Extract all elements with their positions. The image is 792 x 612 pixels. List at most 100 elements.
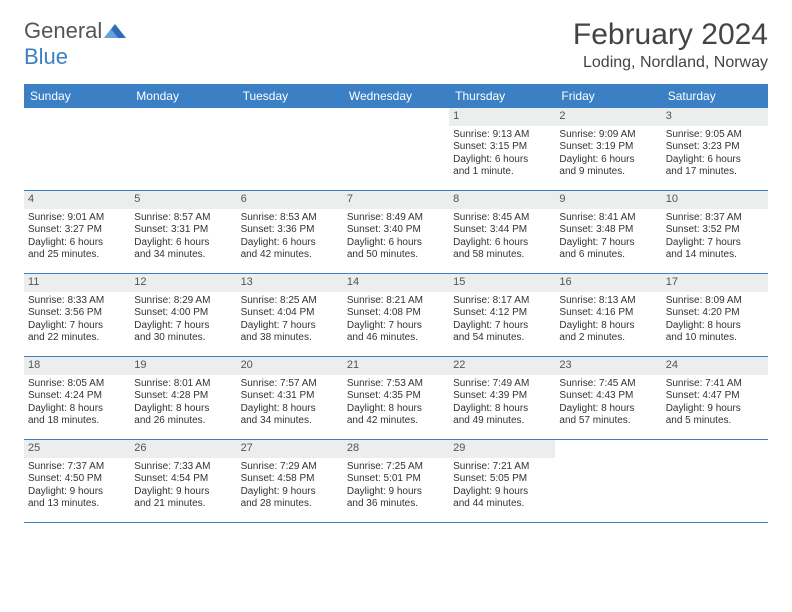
daylight-line-1: Daylight: 8 hours (241, 403, 339, 416)
daylight-line-1: Daylight: 7 hours (559, 237, 657, 250)
sunrise-line: Sunrise: 7:33 AM (134, 461, 232, 474)
daylight-line-2: and 34 minutes. (134, 249, 232, 262)
sunrise-line: Sunrise: 8:33 AM (28, 295, 126, 308)
sunset-line: Sunset: 4:50 PM (28, 473, 126, 486)
sunset-line: Sunset: 5:05 PM (453, 473, 551, 486)
daylight-line-2: and 36 minutes. (347, 498, 445, 511)
sunset-line: Sunset: 4:24 PM (28, 390, 126, 403)
daylight-line-1: Daylight: 7 hours (241, 320, 339, 333)
daylight-line-1: Daylight: 7 hours (453, 320, 551, 333)
sunrise-line: Sunrise: 8:17 AM (453, 295, 551, 308)
logo: GeneralBlue (24, 18, 126, 70)
date-number: 2 (555, 108, 661, 126)
sunset-line: Sunset: 4:47 PM (666, 390, 764, 403)
date-number: 7 (343, 191, 449, 209)
daylight-line-1: Daylight: 9 hours (241, 486, 339, 499)
daylight-line-2: and 14 minutes. (666, 249, 764, 262)
daylight-line-1: Daylight: 8 hours (347, 403, 445, 416)
date-number: 6 (237, 191, 343, 209)
daylight-line-2: and 30 minutes. (134, 332, 232, 345)
sunset-line: Sunset: 4:58 PM (241, 473, 339, 486)
day-cell: 18Sunrise: 8:05 AMSunset: 4:24 PMDayligh… (24, 357, 130, 439)
sunrise-line: Sunrise: 8:49 AM (347, 212, 445, 225)
sunset-line: Sunset: 3:19 PM (559, 141, 657, 154)
daylight-line-1: Daylight: 6 hours (453, 154, 551, 167)
title-block: February 2024 Loding, Nordland, Norway (573, 18, 768, 72)
date-number: 24 (662, 357, 768, 375)
sunrise-line: Sunrise: 7:37 AM (28, 461, 126, 474)
date-number: 5 (130, 191, 236, 209)
day-header: Friday (555, 85, 661, 107)
daylight-line-1: Daylight: 7 hours (347, 320, 445, 333)
day-cell: 28Sunrise: 7:25 AMSunset: 5:01 PMDayligh… (343, 440, 449, 522)
day-cell (662, 440, 768, 522)
sunset-line: Sunset: 5:01 PM (347, 473, 445, 486)
date-number: 16 (555, 274, 661, 292)
day-cell: 17Sunrise: 8:09 AMSunset: 4:20 PMDayligh… (662, 274, 768, 356)
date-number: 10 (662, 191, 768, 209)
sunrise-line: Sunrise: 9:05 AM (666, 129, 764, 142)
daylight-line-2: and 54 minutes. (453, 332, 551, 345)
date-number: 29 (449, 440, 555, 458)
day-cell: 5Sunrise: 8:57 AMSunset: 3:31 PMDaylight… (130, 191, 236, 273)
sunrise-line: Sunrise: 9:09 AM (559, 129, 657, 142)
day-cell: 24Sunrise: 7:41 AMSunset: 4:47 PMDayligh… (662, 357, 768, 439)
daylight-line-2: and 42 minutes. (241, 249, 339, 262)
daylight-line-2: and 18 minutes. (28, 415, 126, 428)
day-cell: 10Sunrise: 8:37 AMSunset: 3:52 PMDayligh… (662, 191, 768, 273)
sunrise-line: Sunrise: 8:13 AM (559, 295, 657, 308)
day-cell (555, 440, 661, 522)
day-cell: 8Sunrise: 8:45 AMSunset: 3:44 PMDaylight… (449, 191, 555, 273)
location: Loding, Nordland, Norway (573, 54, 768, 72)
date-number: 19 (130, 357, 236, 375)
week-row: 11Sunrise: 8:33 AMSunset: 3:56 PMDayligh… (24, 273, 768, 356)
date-number: 26 (130, 440, 236, 458)
day-cell: 1Sunrise: 9:13 AMSunset: 3:15 PMDaylight… (449, 108, 555, 190)
date-number: 23 (555, 357, 661, 375)
sunset-line: Sunset: 3:31 PM (134, 224, 232, 237)
day-cell: 20Sunrise: 7:57 AMSunset: 4:31 PMDayligh… (237, 357, 343, 439)
day-cell: 12Sunrise: 8:29 AMSunset: 4:00 PMDayligh… (130, 274, 236, 356)
day-cell: 13Sunrise: 8:25 AMSunset: 4:04 PMDayligh… (237, 274, 343, 356)
daylight-line-2: and 26 minutes. (134, 415, 232, 428)
sunrise-line: Sunrise: 8:41 AM (559, 212, 657, 225)
day-cell (343, 108, 449, 190)
date-number: 20 (237, 357, 343, 375)
daylight-line-1: Daylight: 7 hours (666, 237, 764, 250)
sunset-line: Sunset: 4:16 PM (559, 307, 657, 320)
daylight-line-1: Daylight: 6 hours (453, 237, 551, 250)
daylight-line-2: and 9 minutes. (559, 166, 657, 179)
day-header: Sunday (24, 85, 130, 107)
day-cell: 25Sunrise: 7:37 AMSunset: 4:50 PMDayligh… (24, 440, 130, 522)
sunrise-line: Sunrise: 7:21 AM (453, 461, 551, 474)
daylight-line-2: and 22 minutes. (28, 332, 126, 345)
sunrise-line: Sunrise: 8:45 AM (453, 212, 551, 225)
logo-text-part2: Blue (24, 44, 68, 69)
daylight-line-1: Daylight: 6 hours (28, 237, 126, 250)
daylight-line-2: and 50 minutes. (347, 249, 445, 262)
daylight-line-1: Daylight: 6 hours (559, 154, 657, 167)
daylight-line-1: Daylight: 8 hours (559, 320, 657, 333)
sunset-line: Sunset: 3:27 PM (28, 224, 126, 237)
sunrise-line: Sunrise: 7:45 AM (559, 378, 657, 391)
daylight-line-2: and 1 minute. (453, 166, 551, 179)
week-row: 18Sunrise: 8:05 AMSunset: 4:24 PMDayligh… (24, 356, 768, 439)
daylight-line-2: and 6 minutes. (559, 249, 657, 262)
date-number: 17 (662, 274, 768, 292)
sunrise-line: Sunrise: 7:29 AM (241, 461, 339, 474)
daylight-line-2: and 10 minutes. (666, 332, 764, 345)
flag-icon (104, 20, 126, 38)
sunset-line: Sunset: 3:15 PM (453, 141, 551, 154)
day-cell: 19Sunrise: 8:01 AMSunset: 4:28 PMDayligh… (130, 357, 236, 439)
day-cell: 29Sunrise: 7:21 AMSunset: 5:05 PMDayligh… (449, 440, 555, 522)
sunrise-line: Sunrise: 7:49 AM (453, 378, 551, 391)
calendar-bottom-rule (24, 522, 768, 523)
header: GeneralBlue February 2024 Loding, Nordla… (24, 18, 768, 72)
day-cell: 14Sunrise: 8:21 AMSunset: 4:08 PMDayligh… (343, 274, 449, 356)
month-title: February 2024 (573, 18, 768, 52)
sunset-line: Sunset: 4:31 PM (241, 390, 339, 403)
sunset-line: Sunset: 4:00 PM (134, 307, 232, 320)
sunset-line: Sunset: 4:39 PM (453, 390, 551, 403)
date-number: 15 (449, 274, 555, 292)
daylight-line-1: Daylight: 7 hours (134, 320, 232, 333)
